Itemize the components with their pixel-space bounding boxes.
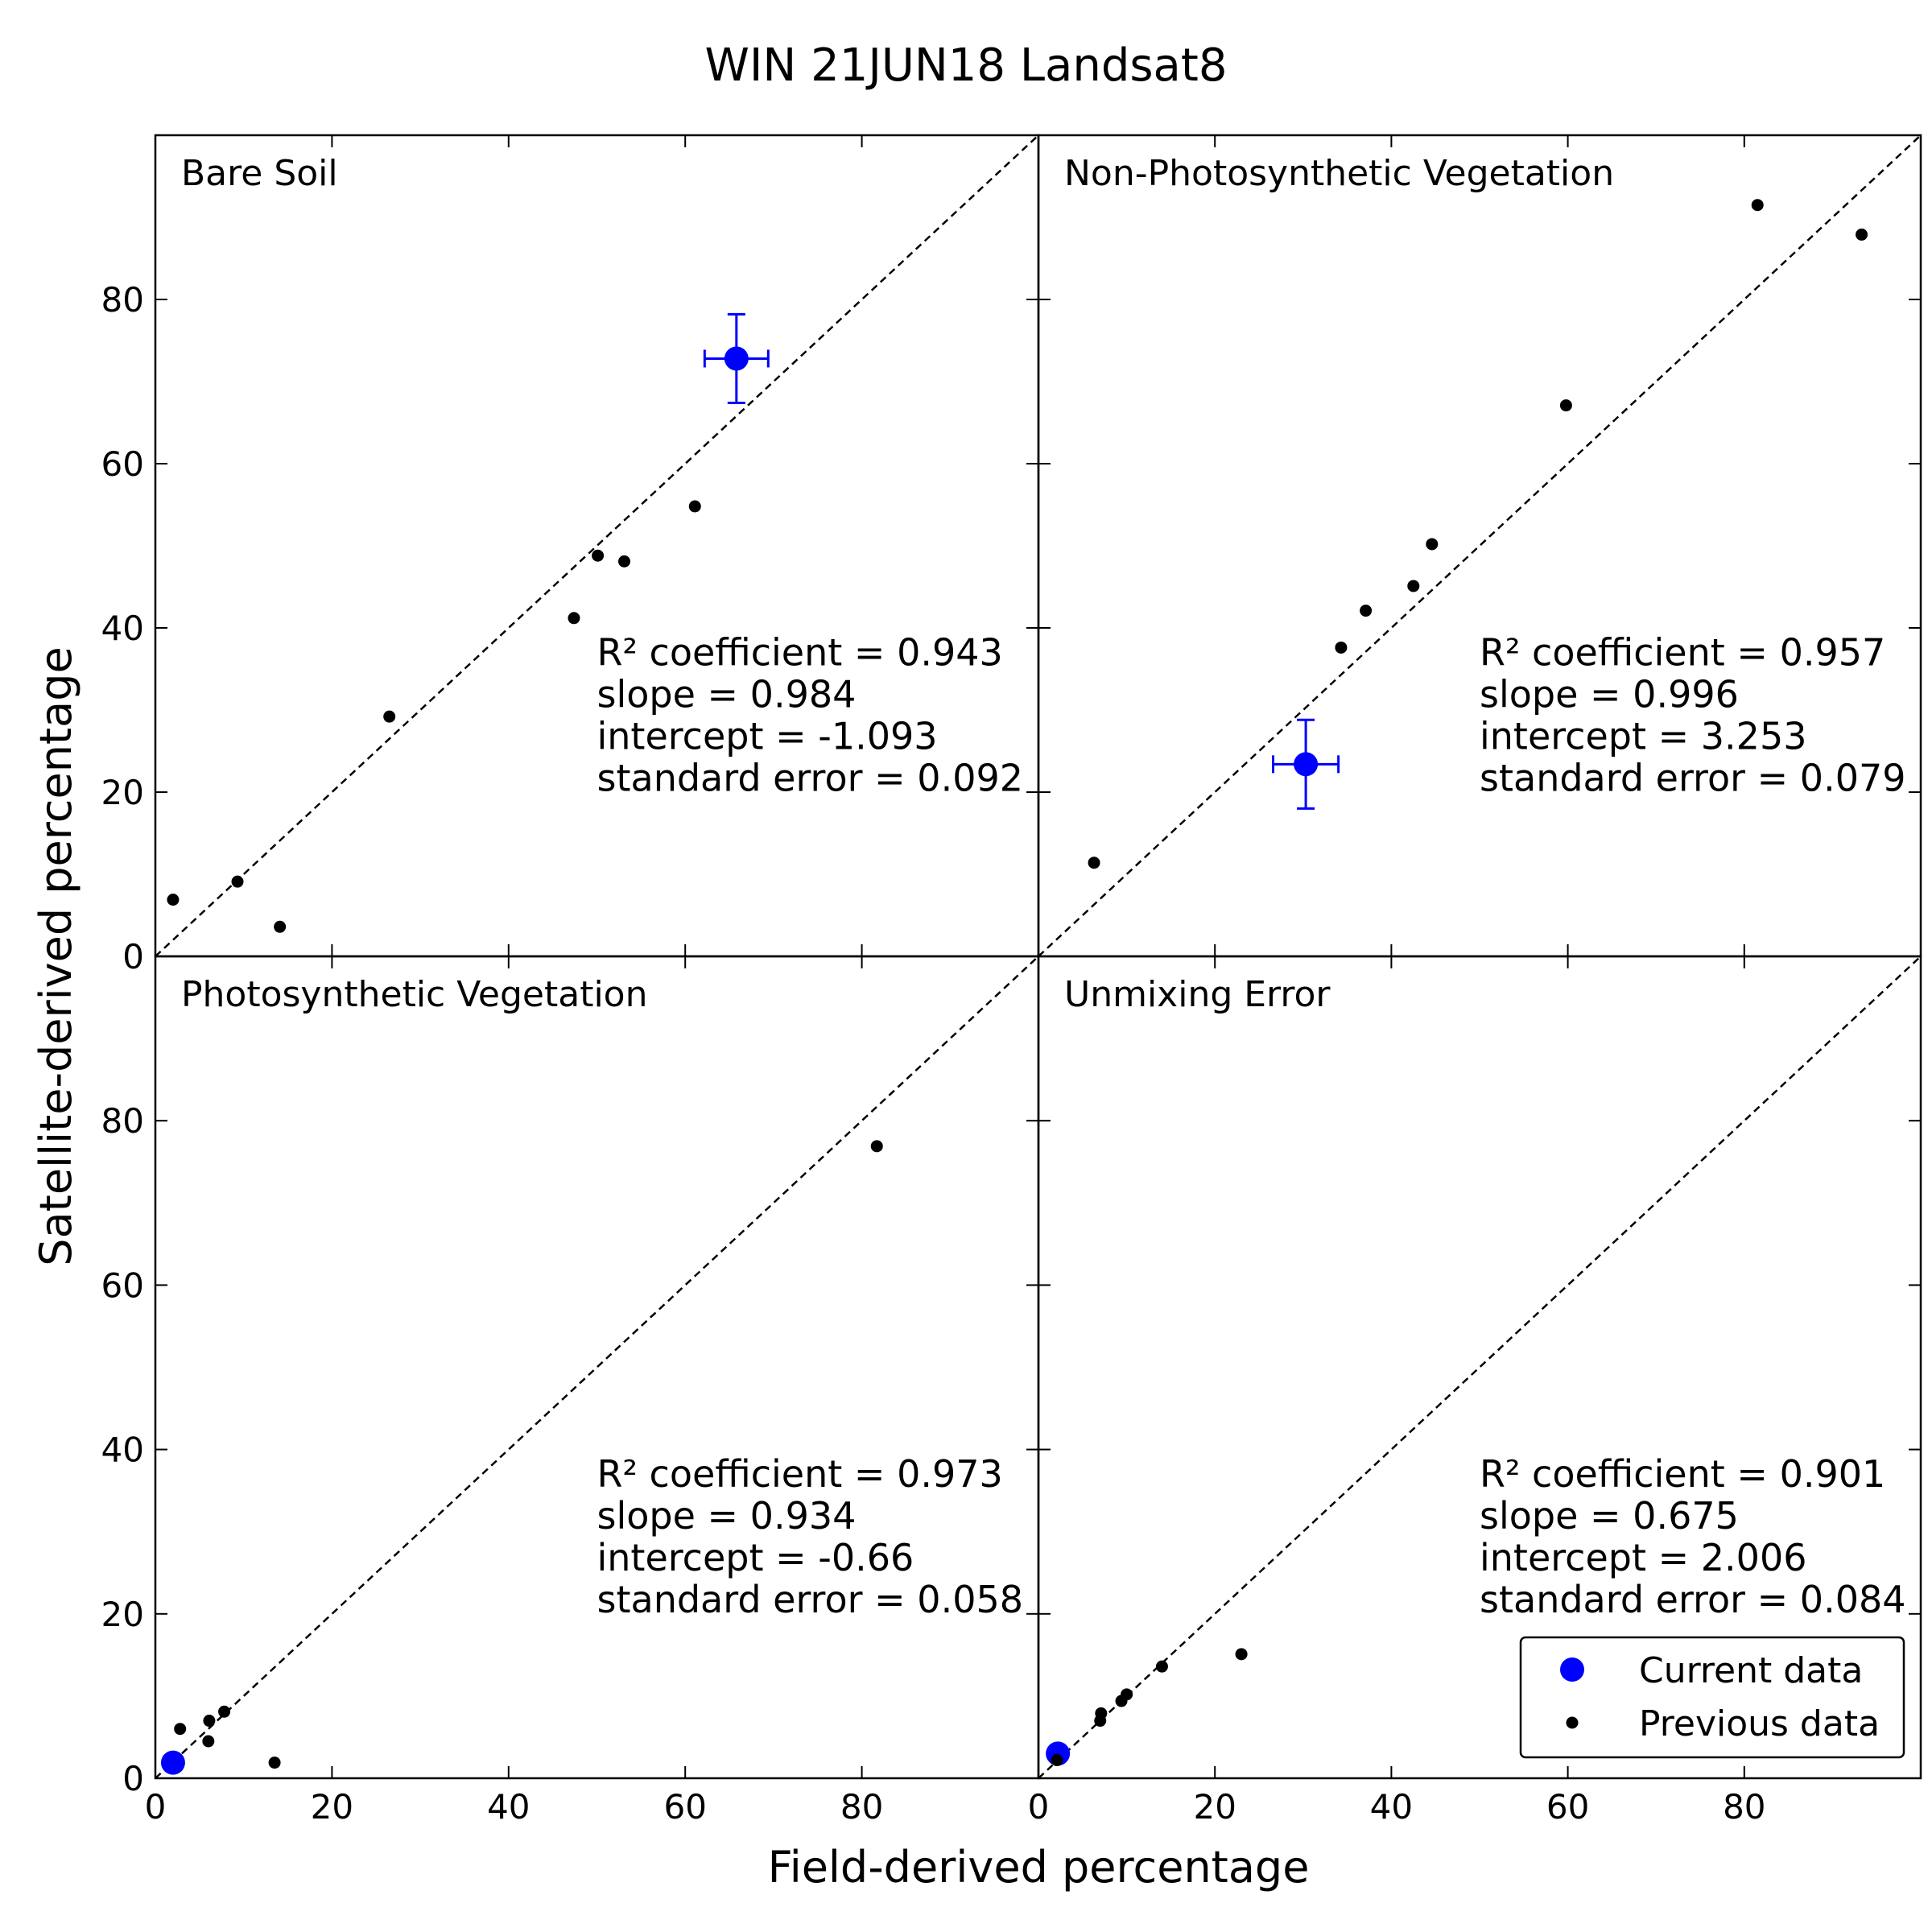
data-point (1856, 228, 1868, 241)
y-tick-label: 80 (101, 1101, 144, 1141)
stats-annotation: R² coefficient = 0.973 (597, 1452, 1003, 1496)
x-tick-label: 80 (840, 1787, 883, 1827)
data-point (1235, 1648, 1248, 1661)
data-point (383, 710, 396, 723)
stats-annotation: slope = 0.934 (597, 1494, 857, 1538)
stats-annotation: intercept = 2.006 (1480, 1536, 1806, 1579)
data-point (268, 1757, 281, 1769)
data-point (167, 894, 180, 906)
x-tick-label: 0 (145, 1787, 167, 1827)
stats-annotation: standard error = 0.084 (1480, 1578, 1906, 1621)
x-tick-label: 0 (1028, 1787, 1050, 1827)
stats-annotation: intercept = -0.66 (597, 1536, 914, 1579)
legend-label: Current data (1639, 1650, 1863, 1691)
x-tick-label: 40 (487, 1787, 530, 1827)
legend-label: Previous data (1639, 1703, 1880, 1744)
data-point (568, 612, 580, 625)
panel-title: Unmixing Error (1064, 974, 1331, 1015)
stats-annotation: R² coefficient = 0.943 (597, 631, 1003, 675)
stats-annotation: slope = 0.996 (1480, 673, 1739, 716)
y-tick-label: 60 (101, 444, 144, 484)
data-point (203, 1715, 216, 1728)
data-point (274, 920, 287, 933)
data-point (1751, 199, 1764, 212)
figure-title: WIN 21JUN18 Landsat8 (705, 39, 1228, 92)
data-point (870, 1140, 883, 1153)
data-point (174, 1723, 187, 1736)
data-point (202, 1735, 215, 1748)
panel: 0 20 40 60 80 Unmixing Error R² coefficient = … (1028, 955, 1922, 1827)
data-point (688, 500, 701, 513)
data-point (592, 549, 605, 562)
stats-annotation: R² coefficient = 0.957 (1480, 631, 1885, 675)
x-tick-label: 60 (1546, 1787, 1589, 1827)
x-tick-label: 20 (311, 1787, 353, 1827)
panel: 0 20 40 60 80 Bare Soil R² coefficient = 0.943… (101, 134, 1040, 976)
stats-annotation: R² coefficient = 0.901 (1480, 1452, 1885, 1496)
data-point (218, 1705, 231, 1718)
stats-annotation: standard error = 0.079 (1480, 757, 1906, 800)
panel-title: Photosynthetic Vegetation (181, 974, 647, 1015)
y-tick-label: 40 (101, 609, 144, 648)
data-point (1360, 605, 1373, 617)
stats-annotation: intercept = 3.253 (1480, 715, 1806, 758)
panel: 0 20 40 60 80 0 20 40 60 80 Photosynthetic Vegetat… (101, 955, 1040, 1827)
data-point (1407, 580, 1420, 592)
data-point (1335, 641, 1348, 654)
y-tick-label: 20 (101, 1595, 144, 1634)
y-tick-label: 60 (101, 1265, 144, 1305)
stats-annotation: slope = 0.675 (1480, 1494, 1739, 1538)
panel-title: Bare Soil (181, 153, 338, 194)
data-point (618, 555, 631, 568)
identity-line (155, 956, 1039, 1779)
x-tick-label: 40 (1370, 1787, 1413, 1827)
legend-marker (1566, 1716, 1579, 1729)
data-point (1426, 538, 1439, 551)
data-point (231, 875, 244, 888)
identity-line (1038, 956, 1922, 1779)
x-tick-label: 80 (1723, 1787, 1765, 1827)
panel-frame (1037, 955, 1922, 1780)
data-point (1121, 1688, 1133, 1701)
legend-marker (1560, 1657, 1584, 1682)
y-tick-label: 40 (101, 1430, 144, 1470)
stats-annotation: intercept = -1.093 (597, 715, 938, 758)
data-point (160, 1750, 185, 1775)
identity-line (155, 134, 1039, 957)
panel-title: Non-Photosynthetic Vegetation (1064, 153, 1614, 194)
stats-annotation: slope = 0.984 (597, 673, 857, 716)
data-point (724, 346, 749, 371)
y-axis-label: Satellite-derived percentage (31, 646, 81, 1265)
x-tick-label: 20 (1193, 1787, 1236, 1827)
data-point (1088, 857, 1100, 869)
panel: Non-Photosynthetic Vegetation R² coeffici… (1037, 134, 1922, 958)
y-tick-label: 20 (101, 773, 144, 812)
data-point (1559, 399, 1572, 412)
identity-line (1038, 134, 1922, 957)
y-tick-label: 0 (122, 937, 144, 976)
data-point (1051, 1754, 1063, 1767)
data-point (1094, 1715, 1107, 1728)
legend-frame (1519, 1636, 1905, 1759)
data-point (1294, 752, 1319, 777)
y-tick-label: 0 (122, 1759, 144, 1798)
y-tick-label: 80 (101, 280, 144, 320)
x-tick-label: 60 (663, 1787, 706, 1827)
stats-annotation: standard error = 0.092 (597, 757, 1024, 800)
x-axis-label: Field-derived percentage (768, 1842, 1310, 1893)
data-point (1155, 1660, 1168, 1673)
stats-annotation: standard error = 0.058 (597, 1578, 1024, 1621)
